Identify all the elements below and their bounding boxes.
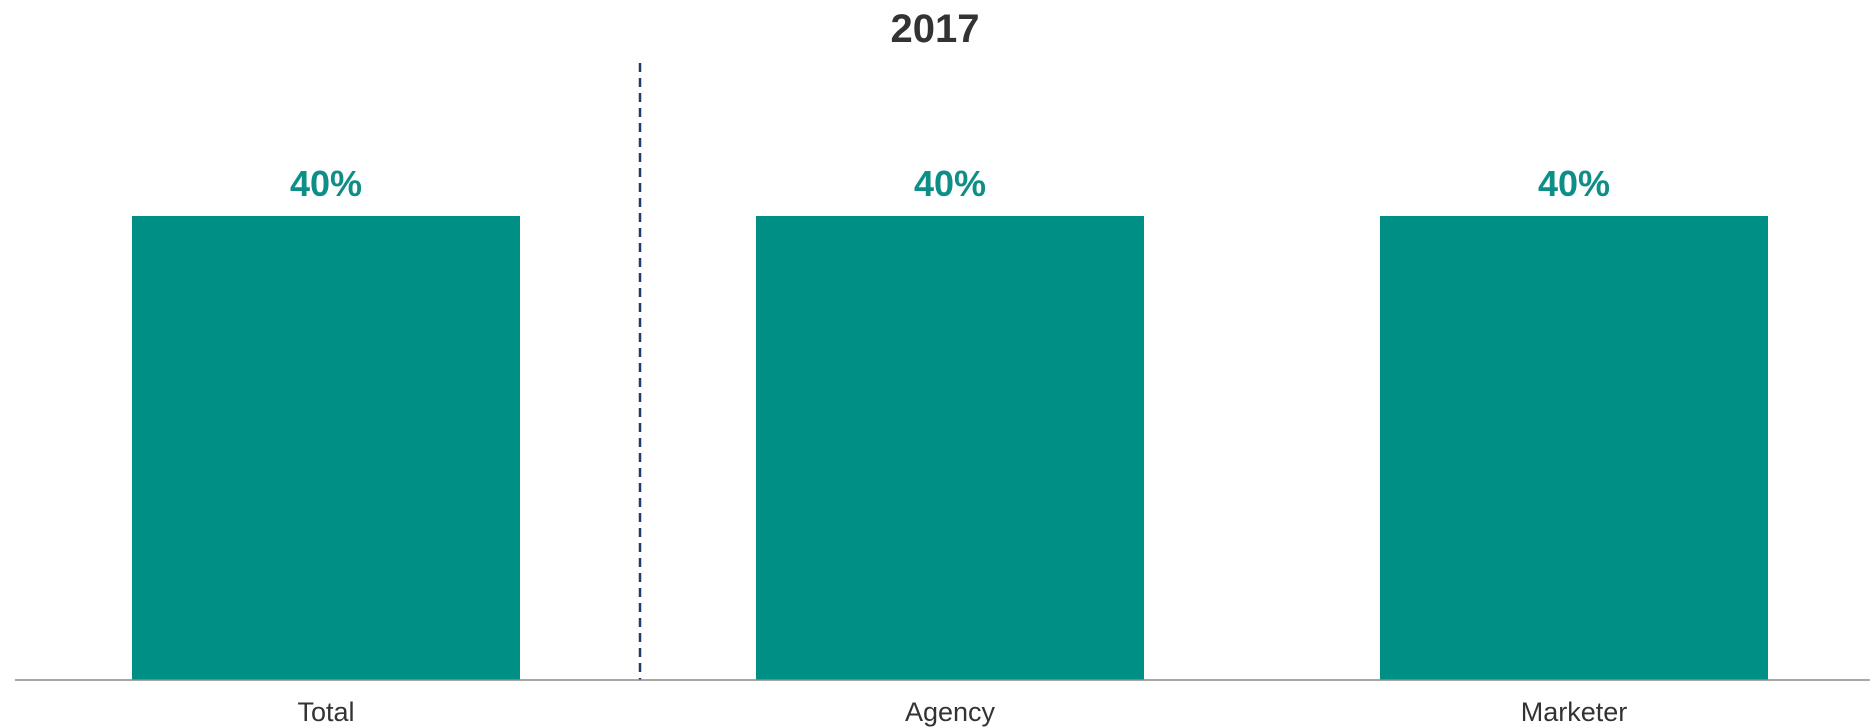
data-labels-layer: 40% 40% 40%: [290, 163, 1610, 204]
category-label-agency: Agency: [905, 697, 996, 727]
data-label-agency: 40%: [914, 163, 986, 204]
bar-agency: [756, 216, 1144, 680]
category-labels-layer: Total Agency Marketer: [297, 697, 1627, 727]
category-label-marketer: Marketer: [1521, 697, 1628, 727]
chart-title: 2017: [891, 7, 980, 51]
bars-layer: [132, 216, 1768, 680]
bar-total: [132, 216, 520, 680]
data-label-total: 40%: [290, 163, 362, 204]
category-label-total: Total: [297, 697, 354, 727]
bar-marketer: [1380, 216, 1768, 680]
data-label-marketer: 40%: [1538, 163, 1610, 204]
